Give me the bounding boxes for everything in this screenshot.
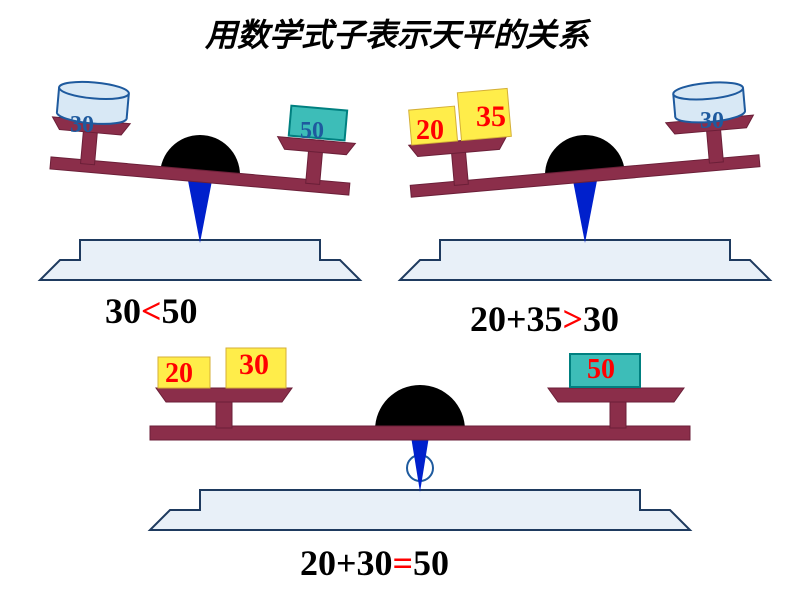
eq3-lhs2: 30 [357,543,393,583]
scale1-left-weight: 30 [70,112,94,139]
scale2-right-weight: 30 [700,108,724,135]
eq2-plus: + [506,299,527,339]
page-title: 用数学式子表示天平的关系 [0,10,794,56]
scale3-left-weight-a: 20 [165,358,193,390]
scale-2 [390,70,790,300]
eq1-lhs: 30 [105,291,141,331]
scale1-right-weight: 50 [300,118,324,145]
scale2-left-weight-a: 20 [416,115,444,147]
scale3-equation: 20+30=50 [300,542,449,584]
scale1-equation: 30<50 [105,290,198,332]
scale2-equation: 20+35>30 [470,298,619,340]
scale3-right-weight: 50 [587,354,615,386]
scale-3 [130,340,710,540]
eq3-plus: + [336,543,357,583]
eq1-rhs: 50 [162,291,198,331]
eq3-rhs: 50 [413,543,449,583]
scale3-left-weight-b: 30 [239,348,269,382]
eq1-op: < [141,291,162,331]
eq2-lhs2: 35 [527,299,563,339]
eq3-lhs1: 20 [300,543,336,583]
scale2-left-weight-b: 35 [476,100,506,134]
eq3-op: = [393,543,414,583]
eq2-op: > [563,299,584,339]
eq2-rhs: 30 [583,299,619,339]
scale-1 [20,70,380,300]
eq2-lhs1: 20 [470,299,506,339]
